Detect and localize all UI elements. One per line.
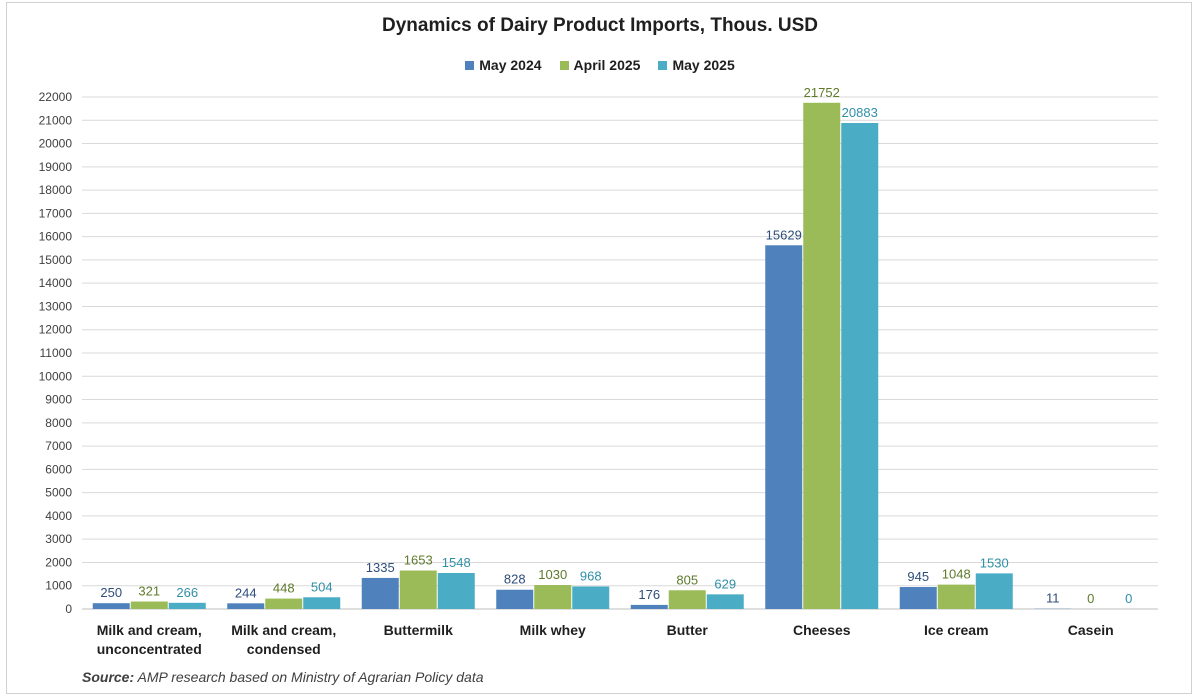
x-category-label: Milk and cream,: [97, 622, 202, 638]
bar: [899, 587, 937, 609]
data-label: 15629: [766, 227, 802, 242]
y-tick-label: 20000: [39, 137, 73, 151]
data-label: 828: [504, 572, 526, 587]
y-tick-label: 22000: [39, 90, 73, 104]
y-tick-label: 12000: [39, 323, 73, 337]
y-tick-label: 9000: [45, 393, 72, 407]
data-label: 968: [580, 568, 602, 583]
x-category-label: Buttermilk: [384, 622, 453, 638]
source-note: Source: AMP research based on Ministry o…: [82, 669, 484, 685]
bar: [975, 573, 1013, 609]
data-label: 321: [138, 584, 160, 599]
legend-label: May 2025: [672, 57, 735, 73]
source-text: AMP research based on Ministry of Agrari…: [134, 669, 484, 685]
bar: [572, 586, 610, 609]
bar: [803, 102, 841, 609]
x-category-label: Cheeses: [793, 622, 851, 638]
data-label: 250: [100, 585, 122, 600]
y-tick-label: 7000: [45, 439, 72, 453]
data-label: 805: [676, 572, 698, 587]
data-label: 629: [714, 576, 736, 591]
y-tick-label: 0: [65, 602, 72, 616]
y-tick-label: 15000: [39, 253, 73, 267]
x-category-label: Ice cream: [924, 622, 989, 638]
data-label: 1548: [442, 555, 471, 570]
legend-item: May 2025: [658, 57, 735, 73]
data-label: 1335: [366, 560, 395, 575]
x-category-label: condensed: [247, 641, 321, 657]
bar: [92, 603, 130, 609]
y-tick-label: 3000: [45, 532, 72, 546]
bar: [706, 594, 744, 609]
y-tick-label: 8000: [45, 416, 72, 430]
y-tick-label: 19000: [39, 160, 73, 174]
bar: [496, 589, 534, 609]
y-tick-label: 10000: [39, 369, 73, 383]
y-tick-label: 18000: [39, 183, 73, 197]
legend-swatch: [465, 60, 475, 70]
y-tick-label: 21000: [39, 113, 73, 127]
data-label: 244: [235, 585, 257, 600]
x-category-label: Casein: [1068, 622, 1114, 638]
bar: [534, 585, 572, 609]
bar: [361, 577, 399, 609]
bar: [668, 590, 706, 609]
legend-item: April 2025: [559, 57, 641, 73]
data-label: 0: [1125, 591, 1132, 606]
bar: [765, 245, 803, 609]
y-tick-label: 13000: [39, 299, 73, 313]
bar: [937, 584, 975, 609]
data-label: 0: [1087, 591, 1094, 606]
data-label: 21752: [804, 85, 840, 100]
data-label: 1048: [942, 567, 971, 582]
x-category-label: unconcentrated: [97, 641, 202, 657]
data-label: 1653: [404, 553, 433, 568]
bar: [303, 597, 341, 609]
y-tick-label: 4000: [45, 509, 72, 523]
bar: [227, 603, 265, 609]
data-label: 1530: [980, 555, 1009, 570]
bar: [168, 602, 206, 609]
legend-label: April 2025: [573, 57, 641, 73]
y-tick-label: 2000: [45, 555, 72, 569]
legend-item: May 2024: [465, 57, 542, 73]
bar: [399, 570, 437, 609]
chart-title: Dynamics of Dairy Product Imports, Thous…: [381, 15, 819, 36]
data-label: 176: [638, 587, 660, 602]
legend-label: May 2024: [479, 57, 542, 73]
y-tick-label: 5000: [45, 486, 72, 500]
data-label: 1030: [538, 567, 567, 582]
data-label: 266: [176, 585, 198, 600]
legend-swatch: [658, 60, 668, 70]
bar: [630, 604, 668, 609]
chart-legend: May 2024 April 2025 May 2025: [0, 57, 1200, 73]
bar: [130, 601, 168, 609]
data-label: 448: [273, 581, 295, 596]
source-prefix: Source:: [82, 669, 135, 685]
y-tick-label: 11000: [40, 346, 73, 360]
y-tick-label: 6000: [45, 462, 72, 476]
y-tick-label: 14000: [39, 276, 73, 290]
x-category-label: Milk whey: [520, 622, 586, 638]
y-tick-label: 16000: [39, 230, 73, 244]
data-label: 504: [311, 579, 333, 594]
data-label: 945: [907, 569, 929, 584]
bar: [265, 598, 303, 609]
data-label: 20883: [842, 105, 878, 120]
bar: [841, 122, 879, 609]
y-tick-label: 17000: [39, 206, 73, 220]
x-category-label: Milk and cream,: [231, 622, 336, 638]
data-label: 11: [1046, 591, 1060, 606]
x-category-label: Butter: [667, 622, 709, 638]
legend-swatch: [559, 60, 569, 70]
bar: [437, 572, 475, 609]
y-tick-label: 1000: [45, 579, 72, 593]
